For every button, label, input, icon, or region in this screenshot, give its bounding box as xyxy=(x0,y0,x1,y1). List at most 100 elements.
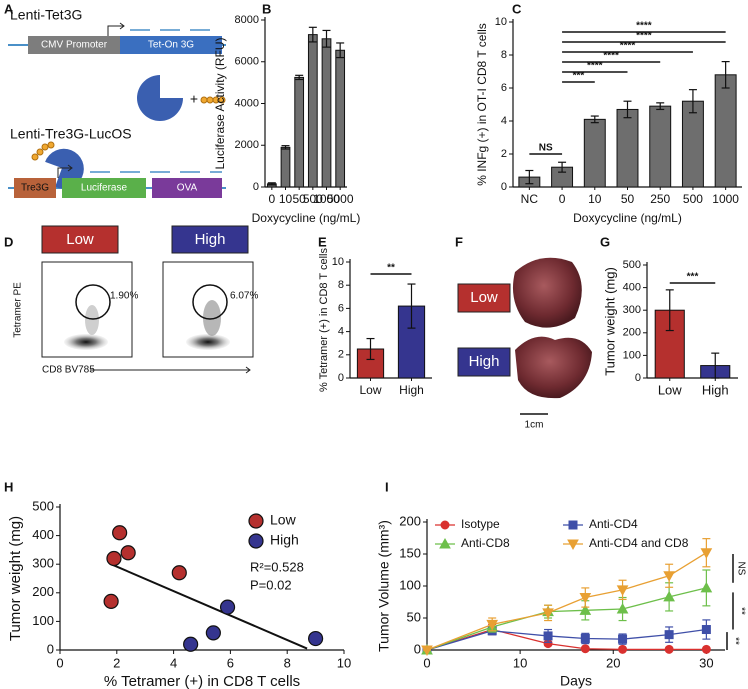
y-axis-label: % Tetramer (+) in CD8 T cells xyxy=(318,248,330,392)
flow-x-label: CD8 BV785 xyxy=(42,365,95,376)
marker xyxy=(616,603,629,614)
bar xyxy=(280,146,291,188)
y-axis-label: Luciferase Activity (RFU) xyxy=(213,37,227,169)
gate xyxy=(192,284,228,320)
reporter-box xyxy=(62,178,146,198)
flow-plot xyxy=(41,261,133,358)
x-tick-label: 6 xyxy=(227,655,234,670)
y-tick-label: 4 xyxy=(338,326,344,338)
panel-letter: G xyxy=(600,234,610,249)
scale-label: 1cm xyxy=(525,420,544,431)
response-label: Tre3G xyxy=(21,183,49,194)
group-label: Low xyxy=(470,289,498,306)
significance-label: ** xyxy=(729,637,740,645)
scatter-point xyxy=(112,525,128,541)
y-tick-label: 8 xyxy=(338,279,344,291)
x-tick-label: 1000 xyxy=(313,192,340,206)
construct-label: Lenti-Tre3G-LucOS xyxy=(10,126,132,142)
scatter-point xyxy=(219,599,236,615)
x-tick-label: Low xyxy=(359,383,381,397)
flow-panel: Low High 1.90% 6.07% Tetramer PE CD8 BV7… xyxy=(13,225,258,376)
annotation: R²=0.528 xyxy=(250,559,304,574)
marker xyxy=(664,630,674,640)
series-line xyxy=(426,628,707,651)
group-label: High xyxy=(195,231,226,248)
marker xyxy=(664,644,674,654)
marker xyxy=(701,625,711,635)
x-tick-label: Low xyxy=(658,382,682,397)
panel-letter: A xyxy=(4,1,14,16)
y-tick-label: 0 xyxy=(338,372,344,384)
liver-panel: Low High 1cm xyxy=(457,257,592,431)
liver-image xyxy=(512,257,582,328)
panel-letter: D xyxy=(4,234,13,249)
x-tick-label: High xyxy=(702,382,729,397)
y-tick-label: 300 xyxy=(32,556,54,571)
gate xyxy=(75,284,111,320)
marker xyxy=(421,645,433,657)
series-line xyxy=(426,587,707,651)
gene-box xyxy=(120,36,222,54)
y-tick-label: 0 xyxy=(414,641,421,656)
y-tick-label: 0 xyxy=(635,372,641,384)
group-badge xyxy=(171,225,249,254)
panel-letter: B xyxy=(262,1,271,16)
significance-label: **** xyxy=(636,21,652,32)
marker xyxy=(700,581,713,593)
bar xyxy=(714,74,737,188)
x-axis-label: % Tetramer (+) in CD8 T cells xyxy=(104,673,300,689)
x-tick-label: 500 xyxy=(683,192,703,206)
group-badge xyxy=(457,347,511,377)
scatter-point xyxy=(103,593,119,609)
x-tick-label: 2 xyxy=(113,655,120,670)
bar xyxy=(335,49,346,188)
y-tick-label: 8 xyxy=(501,49,507,61)
x-axis-label: Doxycycline (ng/mL) xyxy=(252,211,361,225)
annotation: P=0.02 xyxy=(250,577,292,592)
y-tick-label: 50 xyxy=(407,609,421,624)
y-tick-label: 6 xyxy=(338,302,344,314)
bar xyxy=(294,76,305,188)
x-tick-label: High xyxy=(399,383,424,397)
x-tick-label: 50 xyxy=(292,192,306,206)
y-tick-label: 500 xyxy=(32,498,54,513)
x-tick-label: 30 xyxy=(699,655,713,670)
y-tick-label: 4 xyxy=(501,115,507,127)
x-tick-label: 20 xyxy=(606,655,620,670)
promoter-box xyxy=(28,36,120,54)
significance-label: **** xyxy=(620,41,636,52)
x-tick-label: 10 xyxy=(279,192,293,206)
x-tick-label: 8 xyxy=(284,655,291,670)
y-tick-label: 200 xyxy=(399,513,421,528)
y-tick-label: 200 xyxy=(32,584,54,599)
y-tick-label: 8000 xyxy=(235,14,259,26)
gene-label: Tet-On 3G xyxy=(148,40,194,51)
x-tick-label: 4 xyxy=(170,655,177,670)
group-badge xyxy=(457,283,511,313)
group-label: Low xyxy=(66,231,94,248)
marker xyxy=(542,608,554,619)
marker xyxy=(567,539,579,551)
significance-label: ** xyxy=(387,263,395,274)
flow-plot xyxy=(162,261,254,358)
y-tick-label: 400 xyxy=(623,282,641,294)
marker xyxy=(701,644,711,654)
marker xyxy=(439,537,451,549)
scatter-point xyxy=(183,636,199,652)
x-axis-label: Doxycycline (ng/mL) xyxy=(573,211,682,225)
antigen-label: OVA xyxy=(177,183,198,194)
y-tick-label: 6 xyxy=(501,82,507,94)
flow-y-label: Tetramer PE xyxy=(13,282,24,338)
panel-letter: E xyxy=(318,234,327,249)
panel-letter: C xyxy=(512,1,522,16)
legend-marker xyxy=(248,533,264,549)
marker xyxy=(663,571,675,582)
reporter-label: Luciferase xyxy=(81,183,128,194)
y-axis-label: Tumor Volume (mm³) xyxy=(376,520,392,652)
y-tick-label: 0 xyxy=(47,641,54,656)
y-axis-label: % INFg (+) in OT-I CD8 T cells xyxy=(475,23,489,186)
marker xyxy=(543,631,553,641)
cell-density xyxy=(186,334,230,350)
significance-label: **** xyxy=(587,61,603,72)
